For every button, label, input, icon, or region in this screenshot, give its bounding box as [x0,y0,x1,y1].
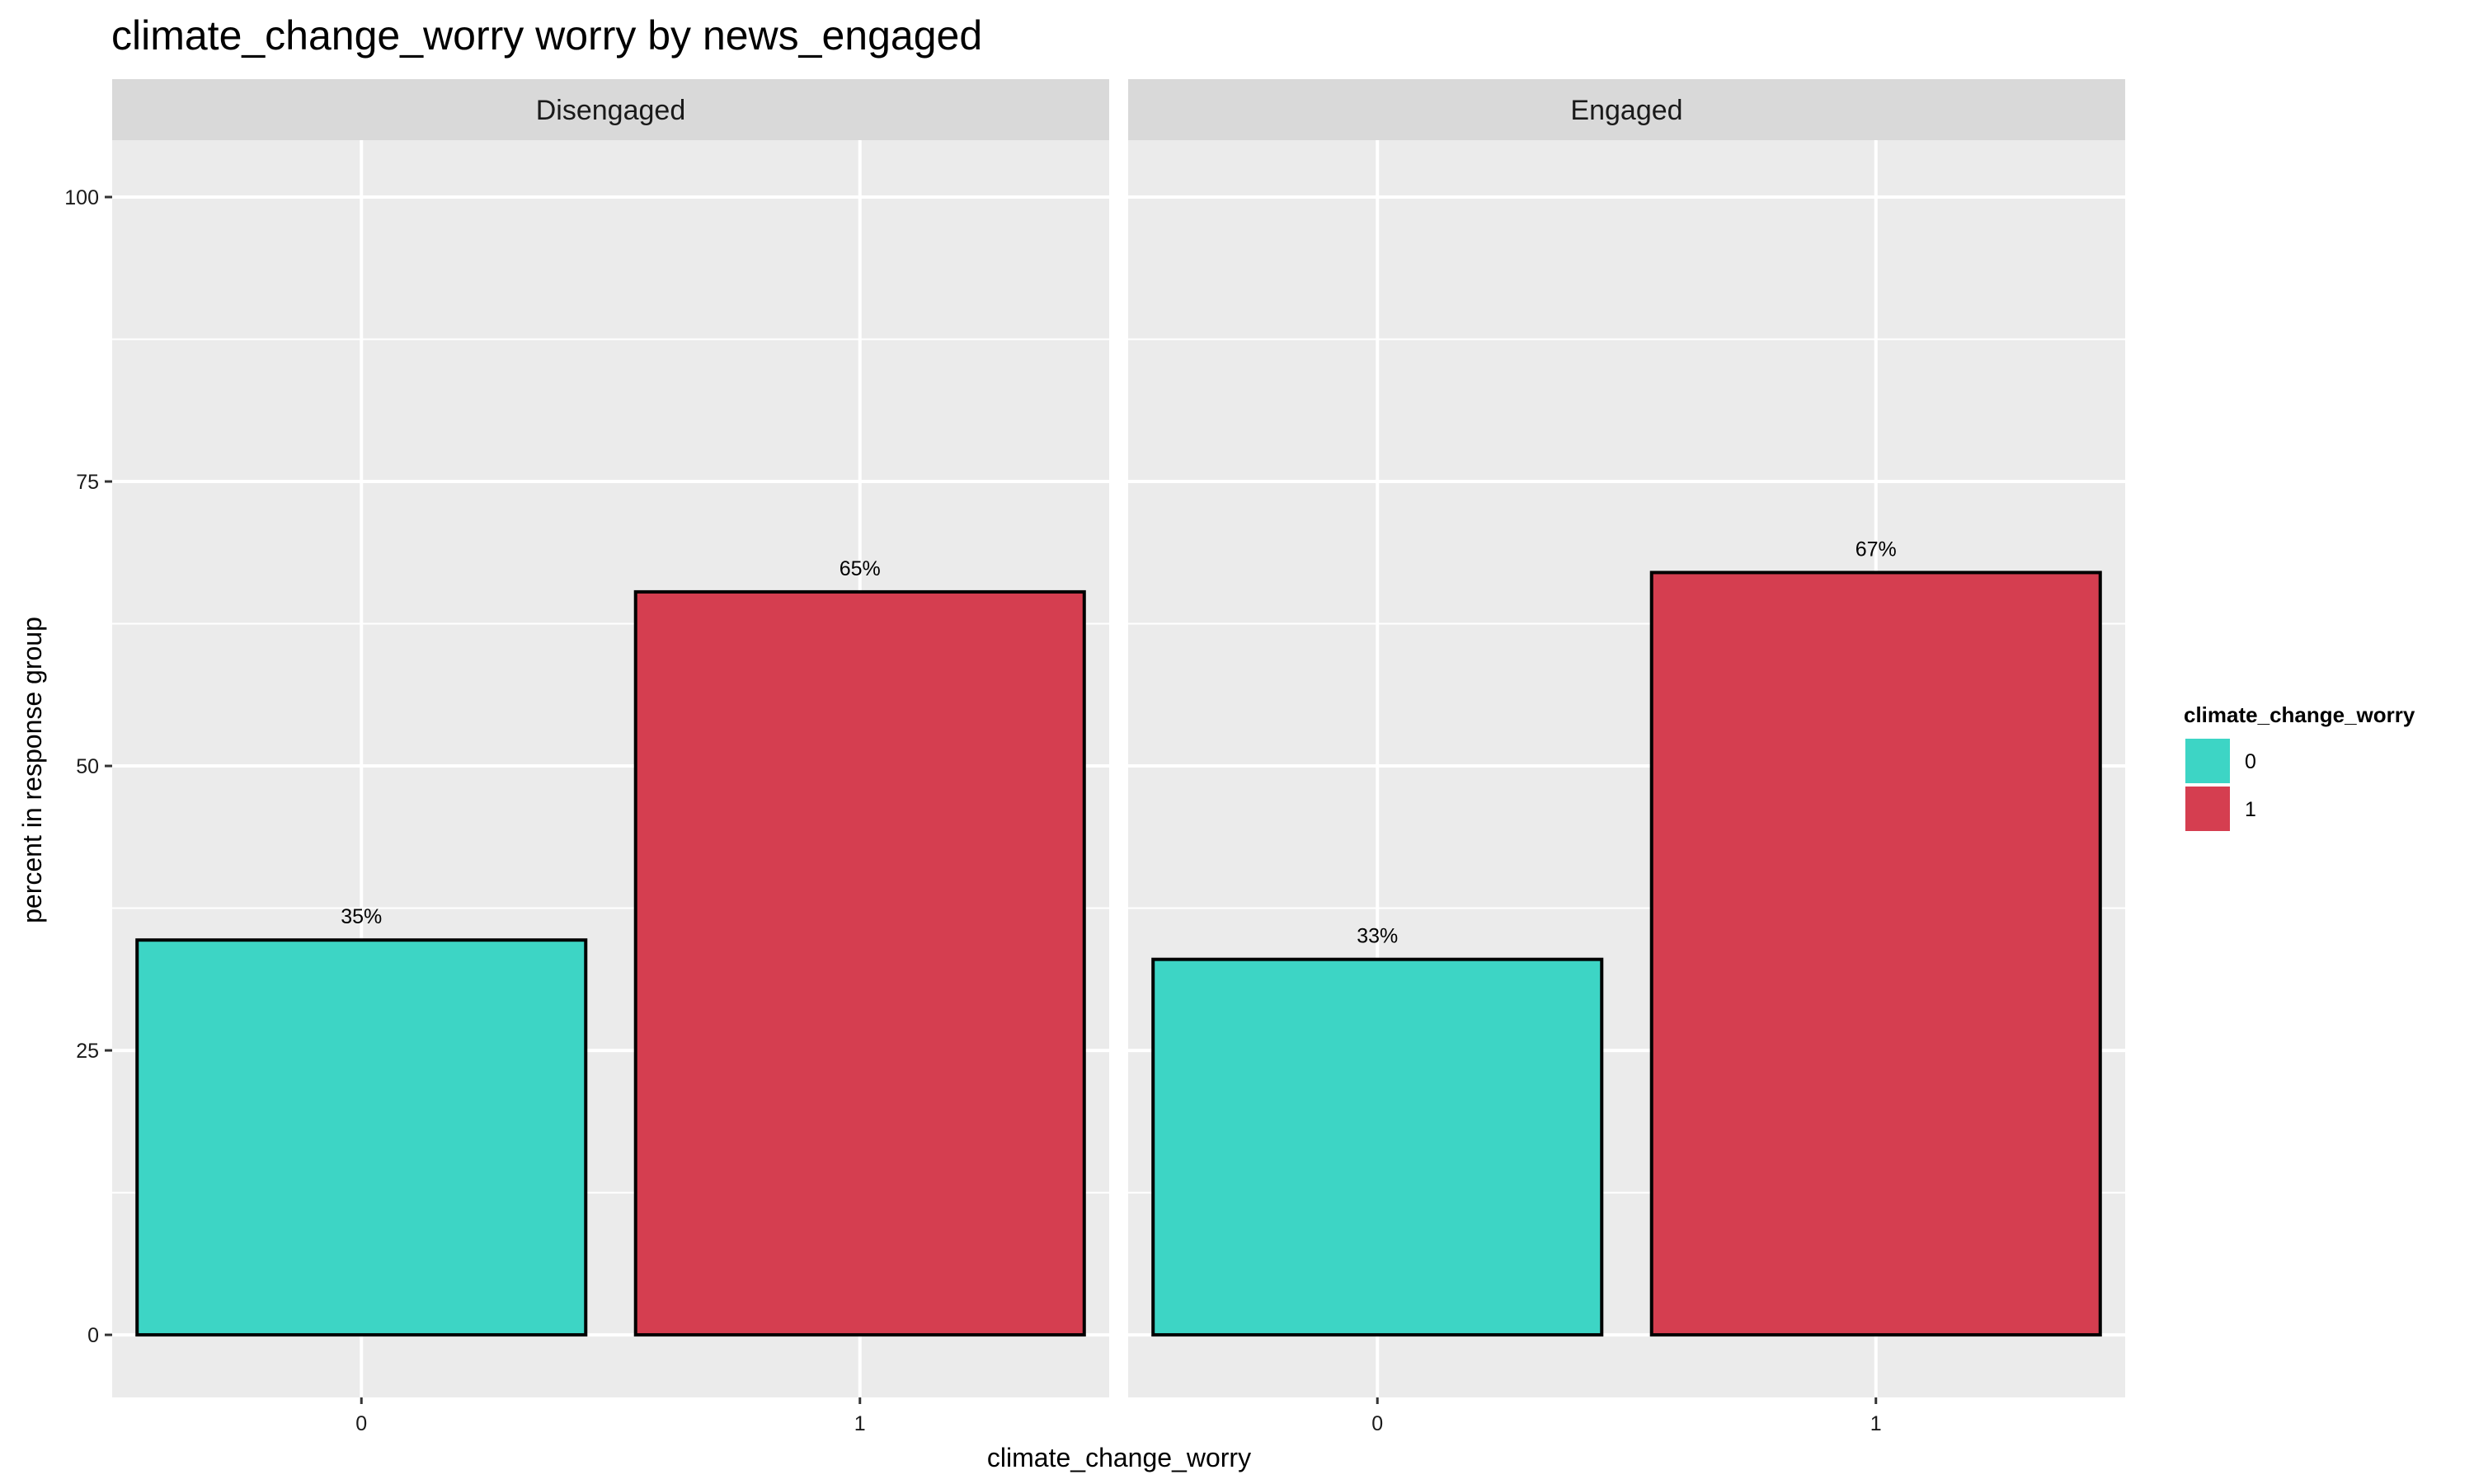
bar-data-label: 65% [840,557,881,580]
y-tick-label: 75 [76,471,99,494]
facet-strip [1128,79,2125,140]
y-tick-label: 0 [87,1324,99,1347]
legend-title: climate_change_worry [2184,702,2415,727]
facet-strip-label: Disengaged [536,95,685,126]
facet-panel-engaged: Engaged 33% 67% 0 1 [1128,79,2125,1435]
x-tick-label: 0 [355,1412,367,1435]
bar-data-label: 33% [1357,925,1398,948]
bar-data-label: 67% [1856,538,1897,561]
x-tick-label: 1 [1870,1412,1882,1435]
bar-disengaged-1 [633,589,1086,1337]
y-tick-label: 25 [76,1040,99,1063]
legend-key-1 [2185,787,2230,831]
legend-label-0: 0 [2245,750,2256,773]
chart-title: climate_change_worry worry by news_engag… [111,12,982,59]
y-tick-label: 100 [64,186,99,209]
facet-panel-disengaged: Disengaged 35% 65% 0 1 [112,79,1109,1435]
legend: climate_change_worry 0 1 [2184,702,2415,831]
bar-disengaged-0 [135,938,588,1337]
bar-data-label: 35% [341,905,382,928]
x-tick-label: 0 [1371,1412,1383,1435]
facet-strip [112,79,1109,140]
bar-engaged-0 [1151,957,1604,1337]
facet-strip-label: Engaged [1570,95,1682,126]
y-tick-label: 50 [76,755,99,778]
x-tick-label: 1 [854,1412,866,1435]
x-axis-title: climate_change_worry [987,1443,1251,1472]
legend-key-0 [2185,739,2230,783]
y-axis-title: percent in response group [17,617,47,923]
legend-label-1: 1 [2245,798,2256,821]
bar-engaged-1 [1649,571,2102,1337]
